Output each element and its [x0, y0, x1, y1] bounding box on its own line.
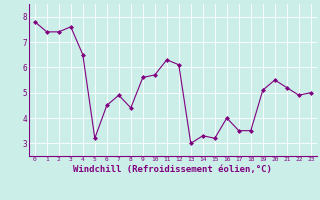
X-axis label: Windchill (Refroidissement éolien,°C): Windchill (Refroidissement éolien,°C) [73, 165, 272, 174]
